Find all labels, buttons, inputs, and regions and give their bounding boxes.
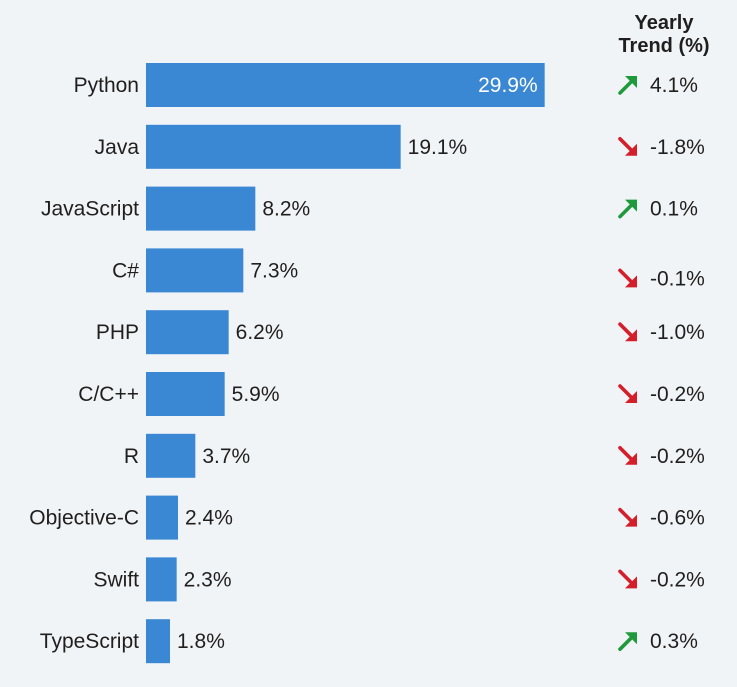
category-label: Python <box>74 74 139 97</box>
value-label: 1.8% <box>177 630 225 653</box>
value-label: 5.9% <box>232 383 280 406</box>
bar <box>146 63 545 107</box>
value-label: 6.2% <box>236 321 284 344</box>
trend-down-arrow-icon <box>618 322 637 342</box>
bar <box>146 557 177 602</box>
trend-label: -0.2% <box>650 568 705 591</box>
trend-down-arrow-icon <box>618 268 637 288</box>
category-label: C/C++ <box>78 383 139 406</box>
trend-label: 0.3% <box>650 630 698 653</box>
trend-label: -0.2% <box>650 445 705 468</box>
trend-label: -1.0% <box>650 321 705 344</box>
trend-label: -1.8% <box>650 136 705 159</box>
value-label: 7.3% <box>250 259 298 282</box>
trend-up-arrow-icon <box>618 632 637 652</box>
trend-down-arrow-icon <box>618 569 637 589</box>
bar <box>146 248 244 293</box>
trend-label: 4.1% <box>650 74 698 97</box>
trend-up-arrow-icon <box>618 199 637 219</box>
bar <box>146 495 178 540</box>
value-label: 2.3% <box>184 568 232 591</box>
trend-label: -0.6% <box>650 507 705 530</box>
category-label: Swift <box>93 568 139 591</box>
bar <box>146 433 196 478</box>
trend-label: 0.1% <box>650 198 698 221</box>
value-label: 19.1% <box>408 136 468 159</box>
bar <box>146 619 170 664</box>
category-label: Objective-C <box>29 507 139 530</box>
trend-down-arrow-icon <box>618 137 637 156</box>
category-label: R <box>124 445 139 468</box>
category-label: C# <box>112 259 139 282</box>
bar <box>146 186 256 231</box>
value-label: 8.2% <box>262 198 310 221</box>
category-label: PHP <box>96 321 139 344</box>
value-label: 29.9% <box>478 74 538 97</box>
bar <box>146 124 401 169</box>
value-label: 2.4% <box>185 507 233 530</box>
bar <box>146 372 225 416</box>
category-label: JavaScript <box>41 198 139 221</box>
category-label: Java <box>95 136 140 159</box>
bar <box>146 310 229 355</box>
trend-down-arrow-icon <box>618 384 637 403</box>
value-label: 3.7% <box>202 445 250 468</box>
category-label: TypeScript <box>40 630 139 653</box>
trend-label: -0.1% <box>650 267 705 290</box>
trend-down-arrow-icon <box>618 507 637 527</box>
trend-label: -0.2% <box>650 383 705 406</box>
trend-down-arrow-icon <box>618 445 637 465</box>
trend-up-arrow-icon <box>618 76 637 95</box>
trend-title-line2: Trend (%) <box>618 35 709 57</box>
trend-title-line1: Yearly <box>635 12 695 34</box>
